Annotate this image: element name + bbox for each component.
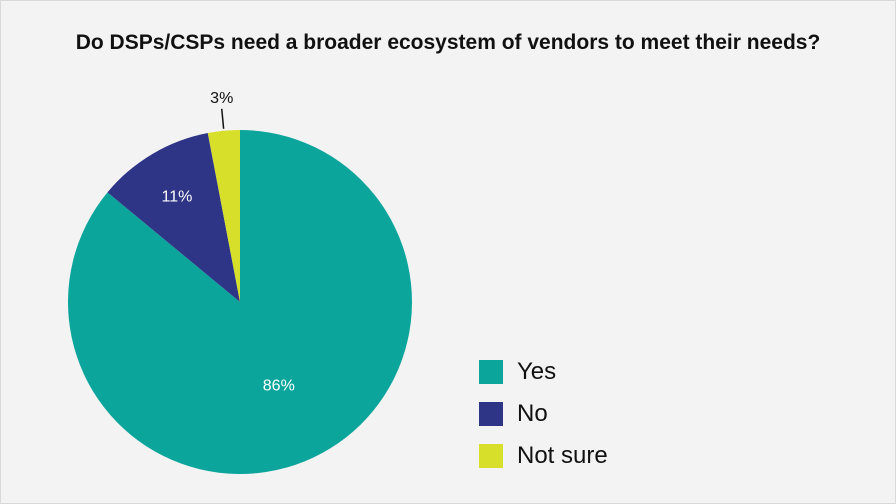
chart-title: Do DSPs/CSPs need a broader ecosystem of… <box>75 31 821 54</box>
legend-label-no: No <box>517 400 548 427</box>
legend-swatch-no <box>479 402 503 426</box>
data-label-yes: 86% <box>263 377 295 394</box>
legend: Yes No Not sure <box>479 351 608 477</box>
legend-label-yes: Yes <box>517 358 557 385</box>
pie-slice-yes <box>67 130 412 474</box>
legend-label-not-sure: Not sure <box>517 442 608 469</box>
data-label-no: 11% <box>162 188 193 205</box>
legend-item-no: No <box>479 393 608 435</box>
leader-line-not-sure <box>220 108 225 129</box>
pie-labels: 86% 11% 3% <box>162 90 295 395</box>
data-label-not-sure: 3% <box>210 90 233 107</box>
legend-swatch-yes <box>479 360 503 384</box>
pie-slice-not-sure <box>207 130 240 302</box>
legend-item-yes: Yes <box>479 351 608 393</box>
legend-item-not-sure: Not sure <box>479 435 608 477</box>
pie-slice-no <box>107 133 240 302</box>
pie-slices <box>67 130 412 474</box>
legend-swatch-not-sure <box>479 444 503 468</box>
